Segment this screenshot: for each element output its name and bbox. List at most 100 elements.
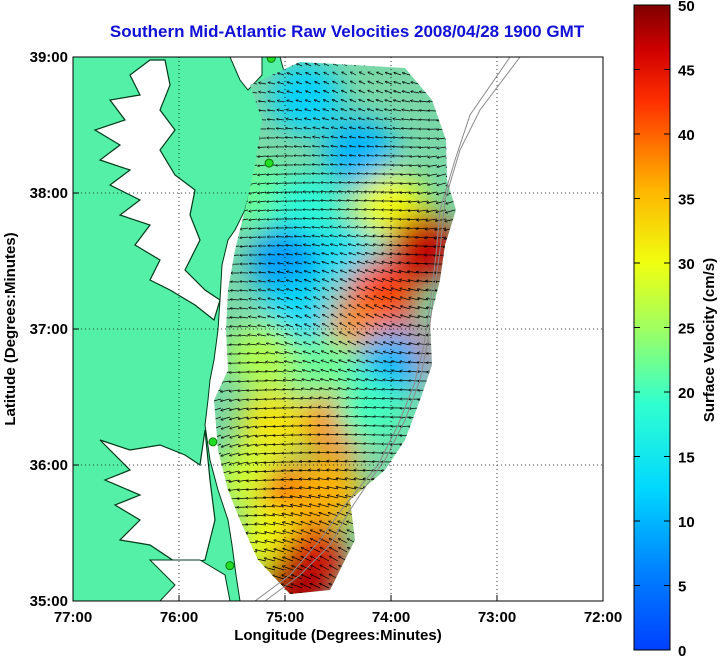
current-vector [346, 425, 357, 426]
current-vector [419, 165, 429, 166]
current-vector [304, 342, 312, 346]
current-vector [358, 155, 366, 156]
current-vector [356, 191, 366, 192]
current-vector [268, 307, 276, 310]
current-vector [247, 353, 258, 354]
current-vector [358, 146, 366, 147]
current-vector [267, 174, 276, 175]
current-vector [313, 253, 321, 256]
current-vector [350, 146, 357, 147]
current-vector [258, 307, 267, 310]
current-vector [322, 137, 330, 138]
current-vector [393, 137, 402, 138]
current-vector [268, 281, 276, 282]
current-vector [437, 182, 447, 185]
current-vector [239, 317, 249, 318]
current-vector [341, 109, 348, 112]
current-vector [296, 289, 303, 292]
current-vector [364, 425, 375, 426]
current-vector [267, 325, 276, 328]
current-vector [357, 296, 366, 301]
current-vector [238, 390, 249, 391]
current-vector [305, 315, 312, 319]
current-vector [402, 73, 411, 76]
current-vector [349, 314, 357, 319]
current-vector [321, 370, 330, 373]
current-vector [385, 72, 393, 76]
current-vector [301, 398, 312, 399]
current-vector [357, 314, 366, 319]
velocity-cell [261, 553, 330, 594]
current-vector [276, 192, 285, 193]
velocity-cell [325, 118, 394, 187]
current-vector [240, 228, 249, 229]
current-vector [428, 164, 438, 167]
current-vector [293, 370, 303, 373]
velocity-cell [293, 458, 362, 527]
current-vector [268, 92, 276, 93]
current-vector [221, 452, 231, 456]
current-vector [400, 174, 411, 175]
current-vector [383, 324, 393, 328]
current-vector [376, 91, 384, 94]
current-vector [409, 183, 420, 184]
current-vector [230, 326, 240, 327]
current-vector [313, 279, 321, 283]
current-vector [312, 360, 321, 364]
current-vector [411, 91, 420, 94]
current-vector [295, 119, 303, 120]
current-vector [331, 305, 339, 310]
current-vector [315, 63, 321, 67]
current-vector [339, 235, 348, 238]
current-vector [349, 287, 357, 292]
current-vector [323, 100, 330, 103]
current-vector [313, 127, 321, 130]
current-vector [347, 191, 357, 192]
current-vector [313, 137, 321, 138]
current-vector [367, 128, 375, 129]
current-vector [296, 315, 303, 319]
x-tick-label: 77:00 [54, 609, 92, 626]
current-vector [256, 362, 267, 363]
current-vector [340, 262, 348, 265]
current-vector [365, 379, 375, 382]
current-vector [286, 128, 294, 129]
current-vector [347, 398, 357, 400]
current-vector [340, 279, 348, 283]
current-vector [249, 299, 258, 300]
current-vector [358, 127, 366, 130]
current-vector [238, 381, 249, 382]
current-vector [287, 316, 294, 319]
current-vector [419, 147, 429, 148]
current-vector [435, 218, 447, 221]
current-vector [366, 305, 375, 310]
current-vector [240, 290, 249, 291]
current-vector [267, 119, 276, 120]
current-vector [332, 100, 339, 103]
radar-site-marker [225, 561, 235, 571]
current-vector [383, 370, 393, 373]
current-vector [323, 288, 330, 292]
current-vector [382, 270, 393, 274]
current-vector [402, 82, 411, 85]
current-vector [365, 253, 375, 256]
current-vector [331, 262, 339, 265]
current-vector [322, 262, 330, 265]
current-vector [321, 351, 330, 355]
current-vector [306, 63, 312, 67]
current-vector [374, 379, 384, 382]
y-axis-label: Latitude (Degrees:Minutes) [2, 232, 19, 425]
current-vector [350, 90, 357, 94]
radar-site-marker [208, 437, 218, 447]
current-vector [330, 218, 339, 219]
current-vector [266, 362, 276, 363]
current-vector [366, 360, 375, 364]
current-vector [330, 182, 339, 183]
current-vector [230, 308, 240, 309]
colorbar-tick-label: 5 [678, 579, 686, 596]
current-vector [221, 398, 231, 401]
current-vector [214, 416, 222, 420]
current-vector [384, 128, 393, 129]
current-vector [306, 82, 312, 85]
current-vector [356, 182, 366, 183]
